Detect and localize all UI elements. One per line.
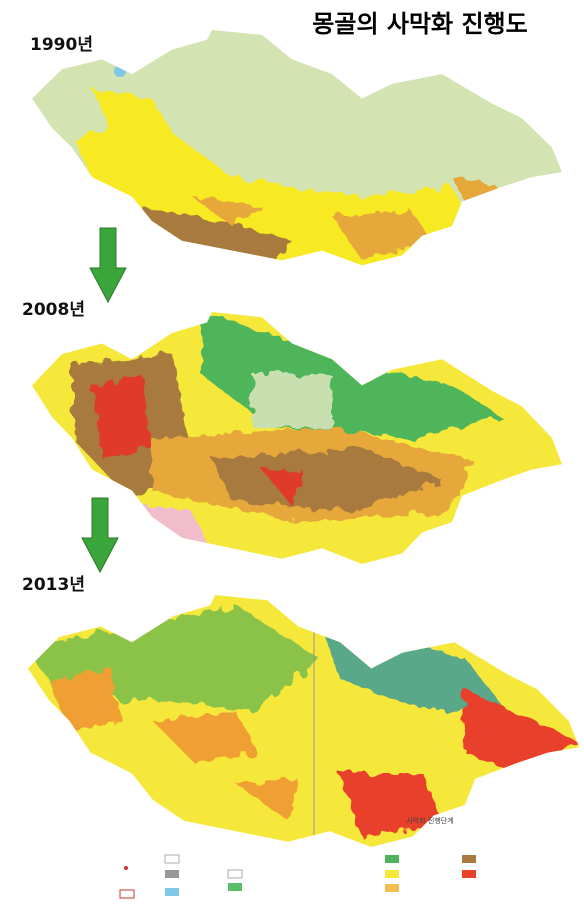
map-2008	[32, 312, 562, 564]
legend-title: 사막화 진행단계	[406, 816, 453, 825]
arrow	[89, 227, 127, 304]
map-label: 2008년	[22, 300, 85, 320]
map-label: 1990년	[30, 35, 93, 55]
map-label: 2013년	[22, 575, 85, 595]
legend: 사막화 진행단계	[119, 816, 476, 899]
title: 몽골의 사막화 진행도	[312, 10, 527, 38]
arrow	[81, 497, 119, 574]
map-2013	[28, 595, 580, 847]
